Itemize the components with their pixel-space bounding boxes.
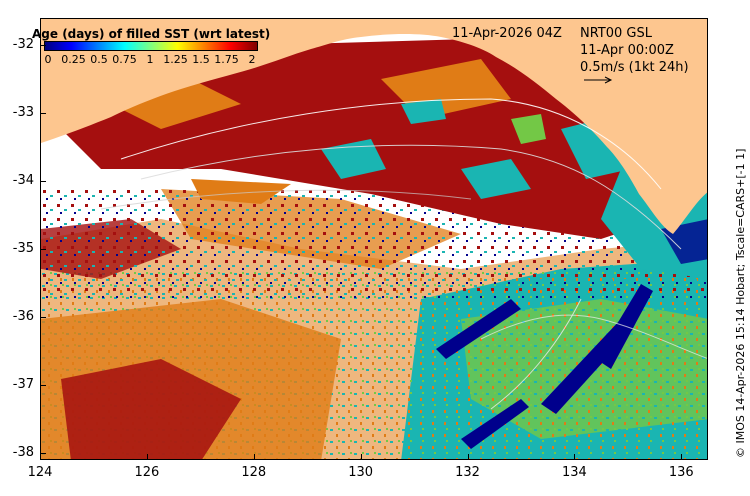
- lat-tick-mark: [40, 113, 46, 115]
- north-orange-patches: [101, 59, 511, 204]
- product-label: NRT00 GSL: [580, 26, 652, 41]
- lat-tick-mark: [40, 385, 46, 387]
- lon-tick-mark: [681, 454, 683, 460]
- lat-tick-label: -33: [12, 105, 34, 121]
- lat-tick-mark: [40, 453, 46, 455]
- current-line-1: [120, 98, 662, 190]
- lon-tick-mark: [467, 454, 469, 460]
- colorbar-tick-label: 1.5: [192, 53, 210, 66]
- timestamp: 11-Apr-2026 04Z: [452, 26, 562, 41]
- lat-tick-label: -37: [12, 377, 34, 393]
- colorbar-tick-label: 0.5: [90, 53, 108, 66]
- vector-scale-label: 0.5m/s (1kt 24h): [580, 60, 689, 75]
- lon-tick-label: 126: [134, 465, 160, 480]
- lon-tick-label: 132: [455, 465, 480, 480]
- lon-tick-label: 130: [348, 465, 374, 480]
- colorbar-tick-label: 0.75: [112, 53, 137, 66]
- current-line-3: [100, 189, 472, 210]
- colorbar: [44, 41, 258, 51]
- lat-tick-mark: [40, 249, 46, 251]
- lon-tick-mark: [360, 454, 362, 460]
- north-teal-patches: [321, 99, 631, 199]
- colorbar-tick-label: 1.25: [163, 53, 188, 66]
- lat-tick-label: -34: [12, 173, 34, 189]
- current-line-5: [490, 298, 582, 410]
- lat-tick-label: -32: [12, 37, 34, 53]
- lon-tick-label: 134: [561, 465, 587, 480]
- current-line-4: [480, 314, 707, 359]
- vector-scale-arrow-icon: [584, 76, 613, 84]
- lon-tick-mark: [146, 454, 148, 460]
- eddy-streak-1: [436, 299, 521, 359]
- analysis-time: 11-Apr 00:00Z: [580, 43, 674, 58]
- colorbar-tick-label: 2: [248, 53, 256, 66]
- lat-tick-mark: [40, 45, 46, 47]
- credit-text: © IMOS 14-Apr-2026 15:14 Hobart; Tscale=…: [734, 148, 747, 458]
- colorbar-tick-label: 1: [146, 53, 154, 66]
- land-mass: [41, 19, 707, 234]
- info-block: NRT00 GSL 11-Apr 00:00Z 0.5m/s (1kt 24h): [580, 25, 689, 76]
- lat-tick-mark: [40, 317, 46, 319]
- lat-tick-label: -38: [12, 445, 34, 461]
- colorbar-tick-label: 0.25: [61, 53, 86, 66]
- eddy-streak-4: [461, 399, 529, 449]
- lat-tick-mark: [40, 181, 46, 183]
- lon-tick-mark: [253, 454, 255, 460]
- colorbar-title: Age (days) of filled SST (wrt latest): [32, 27, 271, 41]
- lon-tick-mark: [40, 454, 41, 460]
- south-west-red: [61, 359, 241, 459]
- map-canvas: [41, 19, 707, 459]
- colorbar-tick-label: 1.75: [214, 53, 239, 66]
- sst-age-map: [40, 18, 708, 460]
- lon-tick-mark: [574, 454, 576, 460]
- lon-tick-label: 136: [668, 465, 694, 480]
- lat-tick-label: -35: [12, 241, 34, 257]
- lat-tick-label: -36: [12, 309, 34, 325]
- lon-tick-label: 124: [27, 465, 53, 480]
- current-line-2: [140, 144, 682, 250]
- colorbar-tick-label: 0: [44, 53, 52, 66]
- lon-tick-label: 128: [241, 465, 267, 480]
